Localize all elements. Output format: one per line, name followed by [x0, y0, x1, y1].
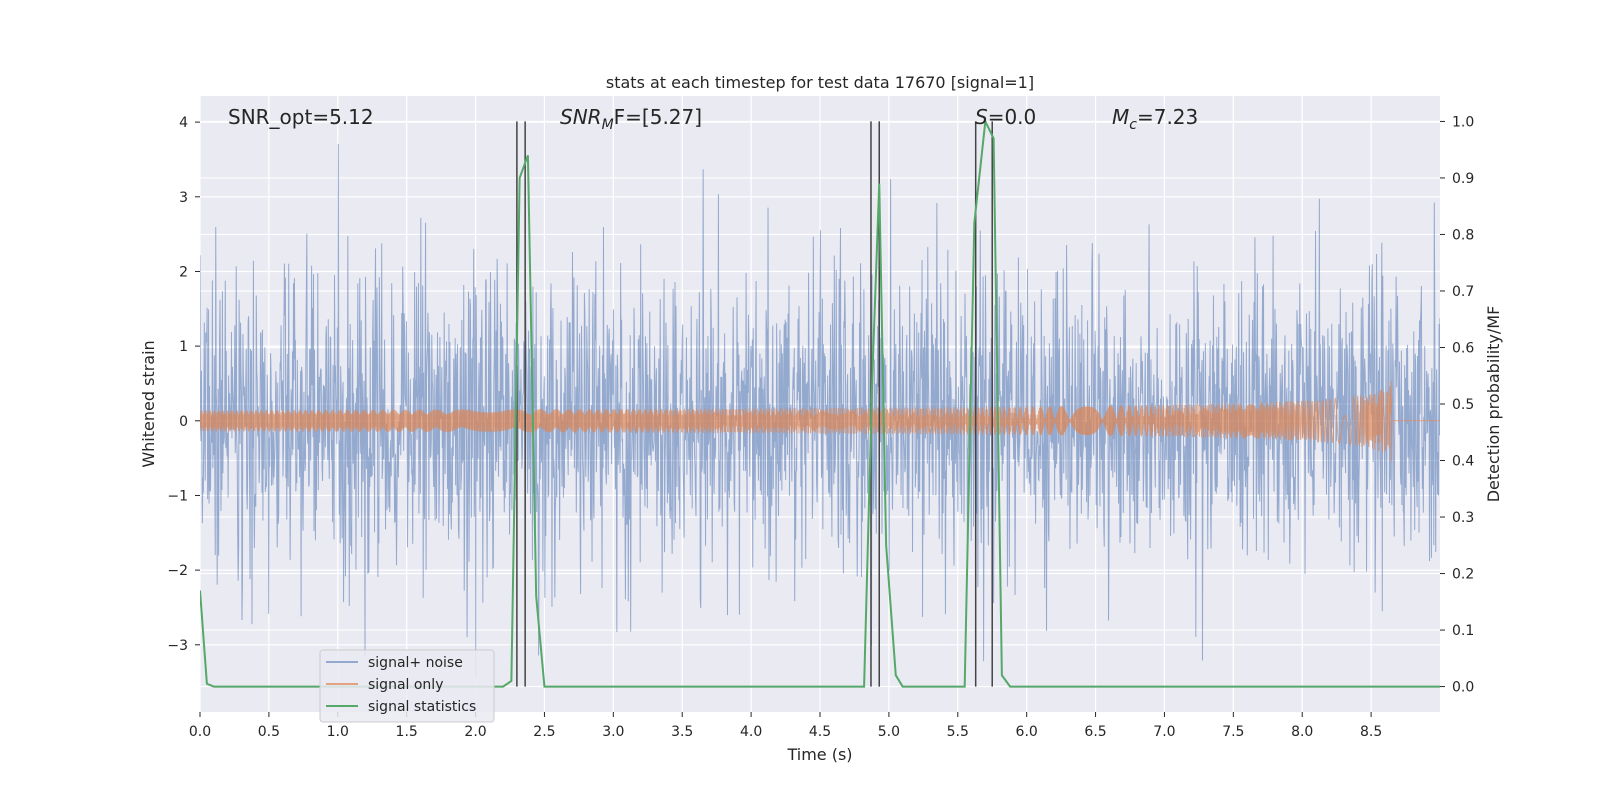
x-axis-ticks: 0.0 0.5 1.0 1.5 2.0 2.5 3.0 3.5 4.0 4.5 5.0 5.5 6.0 6…	[189, 712, 1382, 740]
y2-tick-label: 1.0	[1452, 114, 1474, 130]
annotation-0: SNR_opt=5.12	[228, 105, 374, 129]
y-tick-label: 3	[179, 190, 188, 206]
legend-label-stat: signal statistics	[368, 699, 476, 715]
x-tick-label: 8.0	[1291, 724, 1313, 740]
y2-axis-ticks: 0.0 0.1 0.2 0.3 0.4 0.5 0.6 0.7 0.8 0.9 1.0	[1440, 114, 1474, 696]
y2-tick-label: 0.3	[1452, 510, 1474, 526]
y-tick-label: 4	[179, 115, 188, 131]
x-tick-label: 2.0	[464, 724, 486, 740]
x-tick-label: 3.0	[602, 724, 624, 740]
x-tick-label: 6.5	[1084, 724, 1106, 740]
y2-tick-label: 0.9	[1452, 171, 1474, 187]
y-tick-label: 1	[179, 339, 188, 355]
y2-tick-label: 0.5	[1452, 397, 1474, 413]
series-signal-only	[200, 380, 1440, 462]
legend: signal+ noise signal only signal statist…	[319, 649, 495, 723]
x-tick-label: 1.0	[327, 724, 349, 740]
series-signal-statistics	[200, 117, 1440, 688]
y2-axis-label: Detection probability/MF	[1484, 306, 1503, 503]
x-tick-label: 7.5	[1222, 724, 1244, 740]
x-tick-label: 4.5	[809, 724, 831, 740]
x-tick-label: 3.5	[671, 724, 693, 740]
x-tick-label: 5.5	[947, 724, 969, 740]
y2-tick-label: 0.4	[1452, 454, 1474, 470]
annotation-3: Mc=7.23	[1112, 105, 1198, 133]
y-axis-label: Whitened strain	[139, 340, 158, 467]
x-tick-label: 0.0	[189, 724, 211, 740]
legend-box	[319, 649, 495, 723]
x-tick-label: 1.5	[396, 724, 418, 740]
y-tick-label: −1	[167, 488, 188, 504]
y2-tick-label: 0.0	[1452, 680, 1474, 696]
y-tick-label: 2	[179, 264, 188, 280]
y2-tick-label: 0.1	[1452, 623, 1474, 639]
annotations: SNR_opt=5.12 SNRMF=[5.27] S=0.0 Mc=7.23	[228, 105, 1198, 133]
legend-label-noise: signal+ noise	[368, 655, 463, 671]
x-tick-label: 5.0	[878, 724, 900, 740]
x-tick-label: 6.0	[1016, 724, 1038, 740]
annotation-1: SNRMF=[5.27]	[560, 105, 702, 133]
x-tick-label: 7.0	[1153, 724, 1175, 740]
x-tick-label: 8.5	[1360, 724, 1382, 740]
x-tick-label: 4.0	[740, 724, 762, 740]
chart-title: stats at each timestep for test data 176…	[606, 73, 1034, 92]
x-tick-label: 0.5	[258, 724, 280, 740]
y2-tick-label: 0.6	[1452, 340, 1474, 356]
series-layer	[200, 117, 1440, 688]
y-tick-label: −3	[167, 638, 188, 654]
y2-tick-label: 0.2	[1452, 567, 1474, 583]
legend-label-signal: signal only	[368, 677, 443, 693]
y-tick-label: −2	[167, 563, 188, 579]
y-axis-ticks: −3 −2 −1 0 1 2 3 4	[167, 115, 200, 654]
annotation-2: S=0.0	[975, 105, 1036, 129]
y2-tick-label: 0.7	[1452, 284, 1474, 300]
x-axis-label: Time (s)	[786, 745, 852, 764]
x-tick-label: 2.5	[533, 724, 555, 740]
y2-tick-label: 0.8	[1452, 227, 1474, 243]
y-tick-label: 0	[179, 414, 188, 430]
